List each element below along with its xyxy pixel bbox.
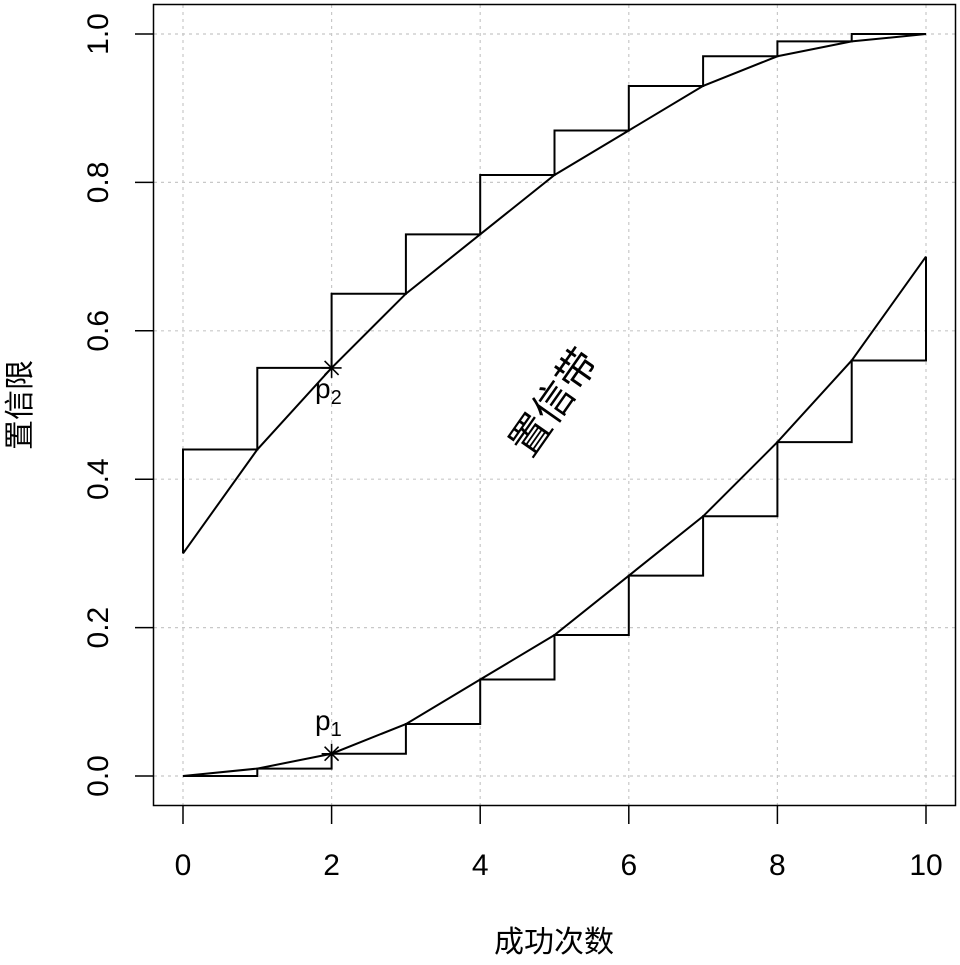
p1-label: p1 <box>315 705 342 741</box>
y-axis-label: 置信限 <box>4 360 37 450</box>
y-tick-label: 0.2 <box>82 607 115 649</box>
upper-curve <box>182 33 927 554</box>
band-annotation: 置信带 <box>502 341 607 465</box>
x-tick-label: 4 <box>472 849 489 882</box>
p1-sub: 1 <box>331 719 342 741</box>
y-tick-label: 0.4 <box>82 458 115 500</box>
y-tick-label: 1.0 <box>82 13 115 55</box>
svg-text:p1: p1 <box>315 705 342 741</box>
p2-sub: 2 <box>331 387 342 409</box>
x-tick-label: 6 <box>620 849 637 882</box>
p1-letter: p <box>315 705 331 736</box>
y-tick-label: 0.8 <box>82 162 115 204</box>
star-stroke <box>324 360 340 376</box>
y-tick-label: 0.0 <box>82 755 115 797</box>
grid <box>154 5 955 805</box>
star-stroke <box>324 746 340 762</box>
lower-curve <box>182 256 927 777</box>
y-axis: 0.0 0.2 0.4 0.6 0.8 1.0 <box>82 13 153 797</box>
y-tick-label: 0.6 <box>82 310 115 352</box>
upper-staircase <box>182 33 926 554</box>
plot-frame <box>152 3 957 807</box>
chart-marks <box>182 33 927 777</box>
x-tick-label: 10 <box>909 849 942 882</box>
x-tick-label: 0 <box>175 849 192 882</box>
x-axis-label: 成功次数 <box>494 926 614 959</box>
p2-label: p2 <box>315 373 342 409</box>
x-axis: 0 2 4 6 8 10 <box>175 806 943 882</box>
p2-letter: p <box>315 373 331 404</box>
star-marker-p1 <box>321 743 342 764</box>
star-marker-p2 <box>321 357 342 378</box>
lower-staircase <box>183 256 927 777</box>
x-tick-label: 8 <box>769 849 786 882</box>
svg-text:p2: p2 <box>315 373 342 409</box>
x-tick-label: 2 <box>323 849 340 882</box>
